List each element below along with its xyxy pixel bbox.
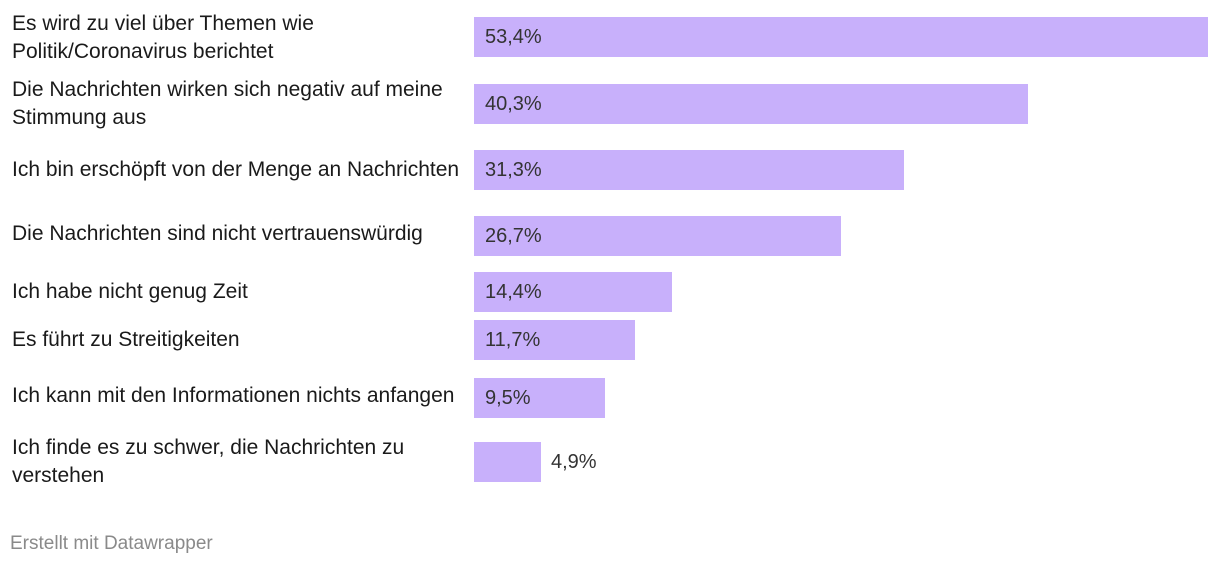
bar-value-label: 9,5% <box>485 387 531 409</box>
category-label: Ich habe nicht genug Zeit <box>12 280 248 303</box>
bar-chart: Es wird zu viel über Themen wie Politik/… <box>12 12 1208 487</box>
bar <box>474 442 541 482</box>
category-label: Es führt zu Streitigkeiten <box>12 328 240 351</box>
bar-value-label: 53,4% <box>485 26 542 48</box>
bar <box>474 320 635 360</box>
bar <box>474 17 1208 57</box>
bar-value-label: 31,3% <box>485 159 542 181</box>
chart-credit: Erstellt mit Datawrapper <box>10 533 213 554</box>
bar-value-label: 14,4% <box>485 281 542 303</box>
bar <box>474 150 904 190</box>
category-label: Ich finde es zu schwer, die Nachrichten … <box>12 436 405 487</box>
category-label: Die Nachrichten wirken sich negativ auf … <box>12 78 443 129</box>
bar <box>474 84 1028 124</box>
bar-value-label: 26,7% <box>485 225 542 247</box>
bar <box>474 272 672 312</box>
bar <box>474 216 841 256</box>
bar-value-label: 4,9% <box>551 451 597 473</box>
bar-value-label: 40,3% <box>485 93 542 115</box>
category-label: Die Nachrichten sind nicht vertrauenswür… <box>12 222 423 245</box>
category-label: Es wird zu viel über Themen wie Politik/… <box>12 12 314 63</box>
bar <box>474 378 605 418</box>
category-label: Ich bin erschöpft von der Menge an Nachr… <box>12 158 460 181</box>
category-label: Ich kann mit den Informationen nichts an… <box>12 384 455 407</box>
bar-value-label: 11,7% <box>485 329 541 351</box>
